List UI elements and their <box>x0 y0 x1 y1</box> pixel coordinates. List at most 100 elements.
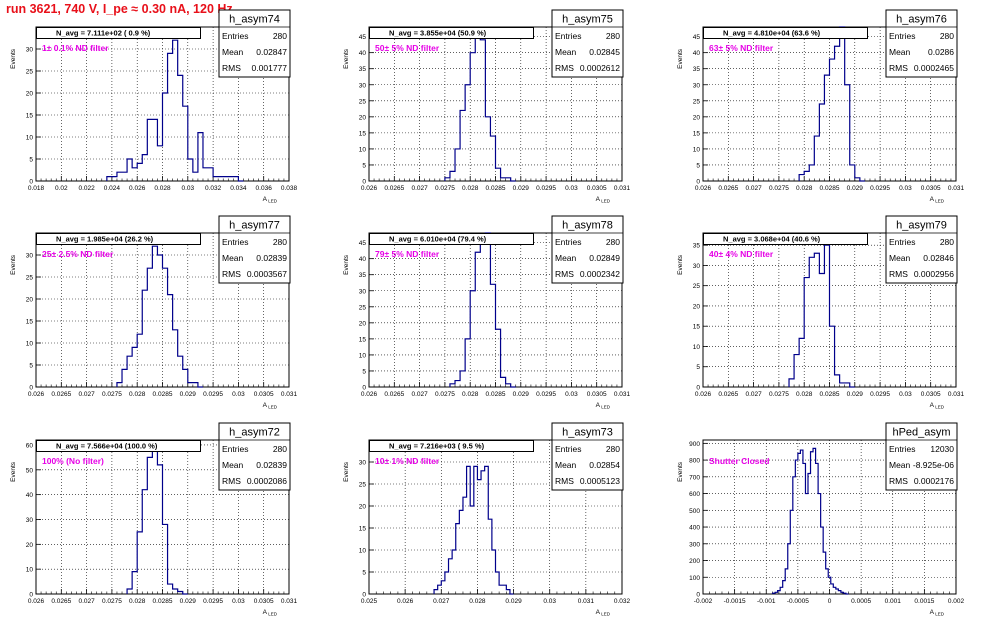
x-tick-label: 0.029 <box>180 598 197 605</box>
x-tick-label: 0.03 <box>543 598 556 605</box>
x-tick-label: 0.0285 <box>153 391 173 398</box>
y-tick-label: 25 <box>26 275 34 282</box>
x-tick-label: 0.0285 <box>486 391 506 398</box>
stat-value-rms: 0.0002342 <box>580 269 620 279</box>
navg-text: N_avg = 3.068e+04 (40.6 %) <box>723 235 821 244</box>
stat-label-rms: RMS <box>222 269 241 279</box>
stat-value-rms: 0.0003567 <box>247 269 287 279</box>
x-tick-label: 0.031 <box>614 391 631 398</box>
run-title: run 3621, 740 V, I_pe ≈ 0.30 nA, 120 Hz <box>6 2 233 16</box>
y-tick-label: 15 <box>359 526 367 533</box>
navg-text: N_avg = 6.010e+04 (79.4 %) <box>389 235 487 244</box>
stats-box <box>551 422 624 491</box>
y-tick-label: 45 <box>693 34 701 41</box>
y-axis-label: Events <box>343 48 350 69</box>
histogram-panel: -0.002 -0.0015 -0.001 -0.0005 0 0.0005 0.001 0.… <box>677 422 965 617</box>
stat-label-mean: Mean <box>889 253 911 263</box>
x-tick-label: 0.034 <box>230 185 247 192</box>
y-tick-label: 60 <box>26 442 34 449</box>
y-tick-label: 15 <box>359 336 367 343</box>
filter-annotation: Shutter Closed <box>709 456 769 466</box>
y-tick-label: 30 <box>26 517 34 524</box>
x-tick-label: 0.025 <box>361 598 378 605</box>
y-tick-label: 10 <box>359 146 367 153</box>
x-tick-label: 0.029 <box>180 391 197 398</box>
x-tick-label: 0.03 <box>232 598 245 605</box>
y-axis-label: Events <box>10 254 17 275</box>
filter-annotation: 25± 2.5% ND filter <box>42 249 114 259</box>
histogram-panel: 0.026 0.0265 0.027 0.0275 0.028 0.0285 0.029 0.… <box>343 215 631 410</box>
x-tick-label: 0.031 <box>948 185 965 192</box>
y-tick-label: 25 <box>693 283 701 290</box>
x-tick-label: 0.0265 <box>384 185 404 192</box>
filter-annotation: 63± 5% ND filter <box>709 43 774 53</box>
filter-annotation: 10± 1% ND filter <box>375 456 440 466</box>
x-tick-label: 0.0015 <box>914 598 934 605</box>
x-tick-label: 0.0295 <box>870 185 890 192</box>
stat-label-rms: RMS <box>555 476 574 486</box>
x-tick-label: 0.026 <box>361 185 378 192</box>
histogram-line <box>771 447 849 595</box>
x-tick-label: 0.029 <box>505 598 522 605</box>
x-axis-label: A LED <box>263 609 278 617</box>
y-tick-label: 5 <box>696 364 700 371</box>
y-axis-label: Events <box>10 48 17 69</box>
histogram-panel: 0.026 0.0265 0.027 0.0275 0.028 0.0285 0.029 0.… <box>343 9 631 204</box>
x-tick-label: 0.0305 <box>921 185 941 192</box>
stat-label-entries: Entries <box>555 237 581 247</box>
y-tick-label: 35 <box>693 243 701 250</box>
navg-text: N_avg = 7.216e+03 ( 9.5 %) <box>389 442 485 451</box>
stat-label-rms: RMS <box>889 476 908 486</box>
stat-label-mean: Mean <box>555 47 577 57</box>
y-tick-label: 700 <box>689 474 700 481</box>
stats-box <box>218 9 291 78</box>
y-tick-label: 25 <box>693 98 701 105</box>
stat-label-entries: Entries <box>555 31 581 41</box>
y-tick-label: 25 <box>359 98 367 105</box>
x-tick-label: 0.03 <box>899 391 912 398</box>
stat-value-rms: 0.0005123 <box>580 476 620 486</box>
y-tick-label: 0 <box>362 179 366 186</box>
x-axis-label: A LED <box>263 196 278 204</box>
x-axis-label: A LED <box>596 609 611 617</box>
y-tick-label: 15 <box>693 324 701 331</box>
y-tick-label: 35 <box>359 272 367 279</box>
y-tick-label: 20 <box>26 542 34 549</box>
y-tick-label: 40 <box>359 256 367 263</box>
stat-value-mean: 0.02854 <box>589 460 620 470</box>
x-tick-label: 0.0285 <box>820 391 840 398</box>
y-tick-label: 15 <box>693 130 701 137</box>
histogram-panel: 0.025 0.026 0.027 0.028 0.029 0.03 0.031 0.032 0… <box>343 422 631 617</box>
navg-box <box>703 27 868 39</box>
y-axis-label: Events <box>343 461 350 482</box>
y-tick-label: 10 <box>693 146 701 153</box>
y-tick-label: 40 <box>693 50 701 57</box>
x-tick-label: 0.0275 <box>102 598 122 605</box>
y-tick-label: 30 <box>359 460 367 467</box>
x-tick-label: -0.002 <box>694 598 713 605</box>
stat-label-entries: Entries <box>889 444 915 454</box>
y-tick-label: 0 <box>696 385 700 392</box>
x-tick-label: 0.027 <box>78 598 95 605</box>
stat-value-rms: 0.0002086 <box>247 476 287 486</box>
histogram-name: h_asym72 <box>229 427 280 439</box>
x-tick-label: 0.0265 <box>51 598 71 605</box>
histogram-panel: 0.026 0.0265 0.027 0.0275 0.028 0.0285 0.029 0.… <box>10 422 298 617</box>
y-tick-label: 5 <box>362 570 366 577</box>
x-tick-label: 0.018 <box>28 185 45 192</box>
x-tick-label: 0.0295 <box>203 598 223 605</box>
x-tick-label: 0.027 <box>433 598 450 605</box>
stat-label-mean: Mean <box>222 460 244 470</box>
x-tick-label: 0.0275 <box>435 185 455 192</box>
x-tick-label: 0 <box>828 598 832 605</box>
stat-value-entries: 280 <box>606 444 620 454</box>
stat-label-mean: Mean <box>555 460 577 470</box>
x-tick-label: 0.0275 <box>102 391 122 398</box>
stat-value-entries: 280 <box>273 237 287 247</box>
y-tick-label: 30 <box>693 263 701 270</box>
stat-label-entries: Entries <box>222 444 248 454</box>
x-tick-label: 0.027 <box>411 185 428 192</box>
histogram-line <box>798 26 865 182</box>
histogram-name: h_asym76 <box>896 14 947 26</box>
